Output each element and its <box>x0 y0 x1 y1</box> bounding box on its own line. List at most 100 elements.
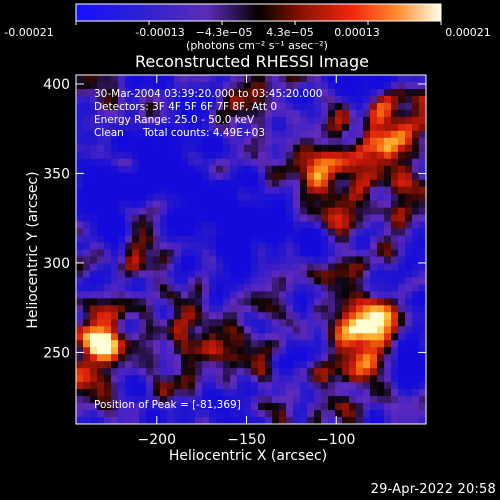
heatmap-cell <box>237 242 245 251</box>
heatmap-cell <box>314 158 322 167</box>
heatmap-cell <box>293 277 301 285</box>
heatmap-cell <box>370 312 378 320</box>
heatmap-cell <box>195 368 203 376</box>
heatmap-cell <box>342 256 350 265</box>
heatmap-cell <box>76 81 84 90</box>
heatmap-cell <box>244 172 252 181</box>
heatmap-cell <box>223 403 231 411</box>
heatmap-cell <box>209 193 217 202</box>
heatmap-cell <box>216 354 224 362</box>
heatmap-cell <box>356 270 364 279</box>
heatmap-cell <box>377 200 385 209</box>
heatmap-cell <box>76 389 84 397</box>
heatmap-cell <box>76 109 84 118</box>
heatmap-cell <box>258 333 266 341</box>
heatmap-cell <box>223 75 231 83</box>
heatmap-cell <box>286 144 294 153</box>
heatmap-cell <box>209 375 217 383</box>
heatmap-cell <box>293 172 301 181</box>
heatmap-cell <box>377 81 385 90</box>
heatmap-cell <box>104 75 112 83</box>
heatmap-cell <box>195 228 203 237</box>
heatmap-cell <box>83 403 91 411</box>
heatmap-cell <box>188 123 196 132</box>
heatmap-cell <box>335 305 343 313</box>
heatmap-cell <box>251 326 259 334</box>
heatmap-cell <box>160 193 168 202</box>
heatmap-cell <box>321 249 329 258</box>
heatmap-cell <box>300 375 308 383</box>
heatmap-cell <box>97 214 105 223</box>
heatmap-cell <box>405 277 413 285</box>
heatmap-cell <box>216 249 224 258</box>
heatmap-cell <box>237 291 245 299</box>
heatmap-cell <box>83 116 91 125</box>
heatmap-cell <box>342 368 350 376</box>
heatmap-cell <box>405 382 413 390</box>
heatmap-cell <box>258 228 266 237</box>
heatmap-cell <box>335 172 343 181</box>
heatmap-cell <box>83 375 91 383</box>
heatmap-cell <box>342 361 350 369</box>
heatmap-cell <box>167 333 175 341</box>
heatmap-cell <box>160 130 168 139</box>
heatmap-cell <box>125 340 133 348</box>
heatmap-cell <box>377 277 385 285</box>
heatmap-cell <box>335 242 343 251</box>
heatmap-cell <box>209 102 217 111</box>
heatmap-cell <box>118 144 126 153</box>
heatmap-cell <box>139 354 147 362</box>
heatmap-cell <box>265 361 273 369</box>
heatmap-cell <box>307 214 315 223</box>
heatmap-cell <box>384 116 392 125</box>
heatmap-cell <box>83 200 91 209</box>
heatmap-cell <box>104 410 112 418</box>
heatmap-cell <box>279 256 287 265</box>
heatmap-cell <box>265 137 273 146</box>
heatmap-cell <box>363 186 371 195</box>
heatmap-cell <box>188 75 196 83</box>
heatmap-cell <box>272 102 280 111</box>
heatmap-cell <box>293 305 301 313</box>
heatmap-cell <box>307 137 315 146</box>
heatmap-cell <box>167 347 175 355</box>
heatmap-cell <box>258 172 266 181</box>
heatmap-cell <box>111 144 119 153</box>
heatmap-cell <box>419 151 426 160</box>
heatmap-cell <box>398 368 406 376</box>
heatmap-cell <box>328 123 336 132</box>
heatmap-cell <box>125 396 133 404</box>
heatmap-cell <box>356 130 364 139</box>
heatmap-cell <box>195 165 203 174</box>
heatmap-cell <box>104 81 112 90</box>
heatmap-cell <box>300 256 308 265</box>
heatmap-cell <box>272 75 280 83</box>
heatmap-cell <box>321 347 329 355</box>
heatmap-cell <box>279 284 287 292</box>
heatmap-cell <box>307 396 315 404</box>
heatmap-cell <box>174 417 182 424</box>
heatmap-cell <box>104 95 112 104</box>
heatmap-cell <box>370 235 378 244</box>
heatmap-cell <box>384 270 392 279</box>
heatmap-cell <box>202 207 210 216</box>
heatmap-cell <box>391 179 399 188</box>
annotation-block: 30-Mar-2004 03:39:20.000 to 03:45:20.000… <box>94 88 322 411</box>
heatmap-cell <box>104 270 112 279</box>
heatmap-cell <box>188 81 196 90</box>
heatmap-cell <box>90 165 98 174</box>
heatmap-cell <box>412 116 420 125</box>
heatmap-cell <box>272 242 280 251</box>
heatmap-cell <box>342 312 350 320</box>
heatmap-cell <box>167 123 175 132</box>
heatmap-cell <box>202 81 210 90</box>
heatmap-cell <box>300 179 308 188</box>
heatmap-cell <box>307 312 315 320</box>
heatmap-cell <box>419 75 426 83</box>
heatmap-cell <box>195 291 203 299</box>
heatmap-cell <box>90 249 98 258</box>
heatmap-cell <box>314 207 322 216</box>
heatmap-cell <box>118 75 126 83</box>
heatmap-cell <box>153 277 161 285</box>
heatmap-cell <box>307 158 315 167</box>
